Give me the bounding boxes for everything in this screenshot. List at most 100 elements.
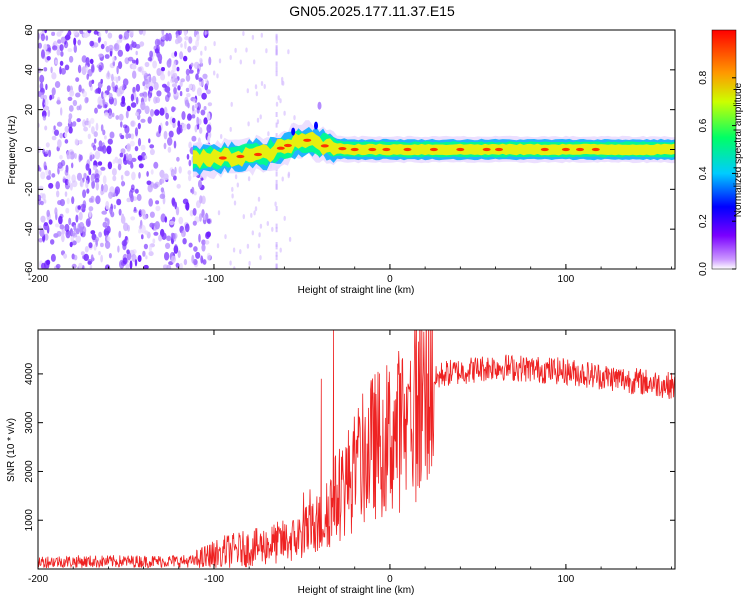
spectrogram-noise-cell [40, 215, 46, 223]
spectrogram-noise-cell [87, 30, 92, 34]
spectrogram-noise-cell [247, 176, 251, 182]
spectrogram-noise-cell [149, 211, 155, 218]
spectrogram-noise-cell [175, 206, 180, 216]
spectrogram-noise-cell [159, 170, 165, 177]
spectrogram-noise-cell [125, 110, 129, 119]
spectrogram-noise-cell [256, 117, 260, 123]
spectrogram-streak-cell [275, 133, 278, 139]
spectrogram-noise-cell [95, 182, 100, 191]
spectrogram-noise-cell [40, 200, 44, 206]
spectrogram-noise-cell [206, 231, 212, 238]
spectrogram-noise-cell [106, 236, 111, 242]
spectrogram-noise-cell [144, 61, 150, 68]
spectrogram-noise-cell [54, 81, 61, 88]
spectrogram-noise-cell [167, 91, 171, 98]
spectrogram-noise-cell [161, 67, 165, 72]
spectrogram-noise-cell [98, 64, 102, 73]
spectrogram-noise-cell [192, 220, 197, 226]
spectrogram-noise-cell [234, 174, 238, 180]
spectrogram-noise-cell [44, 125, 48, 131]
spectrogram-noise-cell [155, 205, 161, 212]
spectrogram-noise-cell [224, 234, 227, 240]
colorbar-tick-label: 0.8 [698, 70, 709, 84]
spectrogram-noise-cell [64, 125, 70, 133]
spectrogram-noise-cell [199, 127, 203, 134]
spectrogram-noise-cell [66, 197, 70, 205]
spectrogram-noise-cell [179, 91, 183, 97]
spectrogram-noise-cell [107, 138, 113, 145]
spectrogram-noise-cell [100, 254, 103, 263]
spectrogram-noise-cell [104, 104, 108, 109]
spectrogram-noise-cell [48, 149, 52, 158]
spectrogram-noise-cell [139, 41, 145, 47]
spectrogram-noise-cell [173, 87, 177, 95]
spectrogram-noise-cell [173, 59, 177, 68]
spectrogram-noise-cell [203, 215, 206, 221]
spectrogram-noise-cell [174, 166, 177, 175]
spectrogram-noise-cell [98, 251, 101, 256]
spectrogram-noise-cell [187, 170, 192, 176]
spectrogram-noise-cell [116, 65, 119, 75]
spectrogram-noise-cell [254, 84, 258, 90]
spectrogram-noise-cell [190, 62, 194, 67]
spectrogram-noise-cell [39, 227, 45, 237]
spectrogram-noise-cell [141, 70, 147, 76]
spectrogram-noise-cell [51, 31, 56, 36]
colorbar-label: Normalized spectral amplitude [733, 82, 744, 217]
spectrogram-noise-cell [148, 251, 154, 257]
spectrogram-noise-cell [40, 33, 46, 42]
spectrogram-noise-cell [148, 198, 153, 207]
spectrogram-noise-cell [43, 67, 48, 72]
spectrogram-noise-cell [258, 232, 261, 238]
spectrogram-noise-cell [56, 190, 60, 198]
spectrogram-noise-cell [137, 66, 142, 72]
spectrogram-noise-cell [121, 240, 128, 247]
spectrogram-noise-cell [135, 58, 139, 65]
spectrogram-noise-cell [122, 257, 128, 265]
spectrogram-noise-cell [177, 85, 181, 91]
spectrogram-noise-cell [137, 255, 142, 262]
spectrogram-hotspot [236, 154, 245, 159]
spectrogram-noise-cell [52, 45, 58, 51]
spectrogram-hotspot [403, 147, 412, 152]
spectrogram-noise-cell [92, 165, 97, 171]
spectrogram-noise-cell [93, 244, 97, 251]
spectrogram-noise-cell [104, 240, 111, 249]
spectrogram-noise-cell [158, 234, 163, 242]
spectrogram-noise-cell [167, 146, 172, 153]
spectrogram-noise-cell [186, 123, 191, 130]
spectrogram-noise-cell [184, 99, 189, 107]
spectrogram-noise-cell [206, 218, 211, 224]
spectrogram-noise-cell [153, 161, 159, 169]
spectrogram-noise-cell [181, 123, 187, 131]
spectrogram-noise-cell [73, 30, 78, 36]
spectrogram-noise-cell [125, 153, 129, 161]
spectrogram-streak-cell [275, 263, 278, 269]
spectrogram-noise-cell [174, 51, 178, 57]
spectrogram-noise-cell [133, 206, 137, 212]
spectrogram-noise-cell [45, 83, 48, 91]
spectrogram-noise-cell [57, 139, 62, 148]
spectrogram-noise-cell [83, 253, 89, 261]
spectrogram-noise-cell [64, 64, 70, 71]
spectrogram-noise-cell [185, 74, 191, 82]
spectrogram-noise-cell [188, 242, 193, 248]
spectrogram-noise-cell [142, 250, 146, 257]
spectrogram-noise-cell [89, 40, 94, 47]
spectrogram-noise-cell [206, 80, 209, 86]
spectrogram-noise-cell [233, 266, 236, 269]
spectrogram-x-tick-label: -200 [28, 274, 48, 285]
spectrogram-noise-cell [193, 30, 197, 38]
spectrogram-noise-cell [156, 39, 162, 45]
spectrogram-y-tick-label: 40 [24, 64, 35, 76]
spectrogram-noise-cell [46, 259, 51, 266]
spectrogram-noise-cell [179, 37, 183, 42]
spectrogram-noise-cell [167, 70, 171, 77]
spectrogram-noise-cell [80, 251, 85, 256]
spectrogram-noise-cell [120, 215, 126, 224]
spectrogram-noise-cell [138, 172, 141, 179]
spectrogram-noise-cell [287, 171, 291, 177]
spectrogram-noise-cell [59, 132, 64, 139]
spectrogram-noise-cell [151, 75, 157, 84]
spectrogram-noise-cell [200, 50, 203, 56]
